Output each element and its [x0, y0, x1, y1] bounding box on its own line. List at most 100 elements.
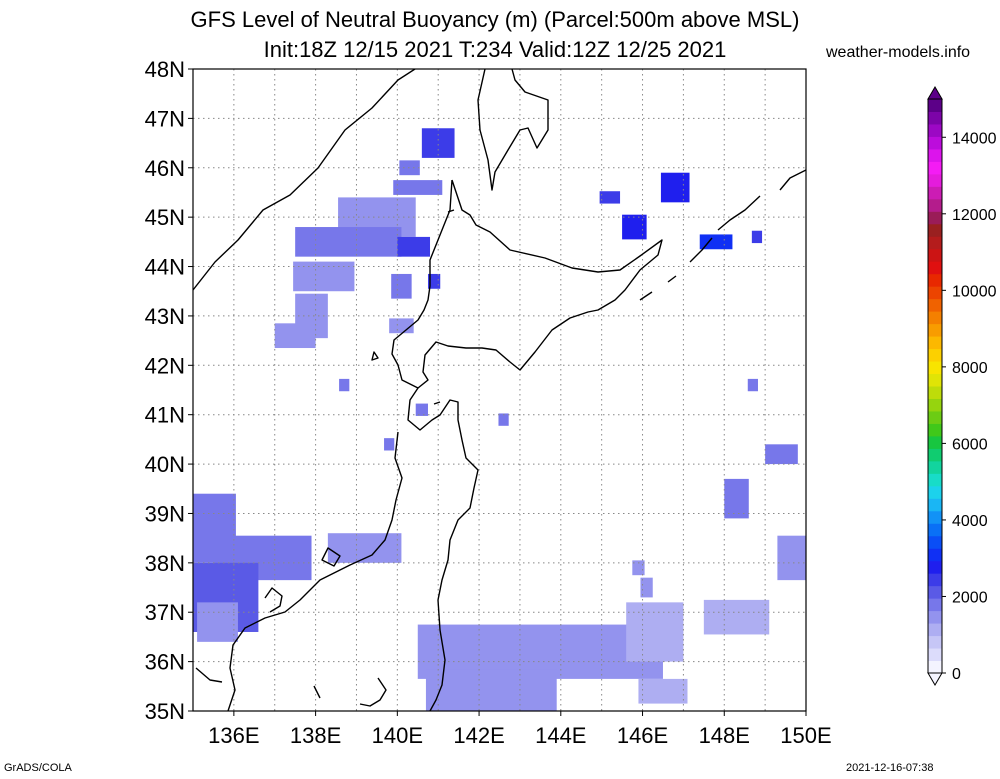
coast-noto	[264, 587, 283, 613]
field-cell	[632, 560, 645, 576]
lon-label: 144E	[535, 723, 586, 748]
lat-label: 41N	[145, 403, 185, 428]
buoyancy-field	[193, 128, 806, 711]
colorbar-swatch	[928, 223, 942, 237]
map-frame	[192, 68, 807, 712]
colorbar-swatch	[928, 99, 942, 112]
field-cell	[765, 444, 798, 465]
colorbar-swatch	[928, 298, 942, 312]
colorbar-swatch	[928, 585, 942, 599]
lat-label: 44N	[145, 255, 185, 280]
lon-label: 146E	[617, 723, 668, 748]
field-cell	[399, 160, 420, 176]
colorbar-swatch	[928, 610, 942, 624]
lon-label: 138E	[290, 723, 341, 748]
coast-honshu-west	[227, 431, 403, 711]
field-cell	[724, 478, 749, 519]
colorbar-max-arrow	[927, 86, 943, 100]
colorbar-swatch	[928, 423, 942, 437]
lat-label: 46N	[145, 156, 185, 181]
field-cell	[626, 602, 684, 662]
lon-label: 148E	[699, 723, 750, 748]
field-cell	[751, 230, 763, 244]
colorbar-label: 8000	[952, 360, 988, 377]
lat-label: 35N	[145, 699, 185, 724]
field-cell	[425, 669, 557, 711]
field-cell	[393, 180, 443, 195]
colorbar-label: 2000	[952, 589, 988, 606]
lat-label: 47N	[145, 106, 185, 131]
colorbar-swatch	[928, 273, 942, 287]
lat-label: 39N	[145, 501, 185, 526]
lat-label: 48N	[145, 57, 185, 82]
field-cell	[777, 535, 806, 581]
colorbar: 0 2000 4000 6000 8000 10000 12000 14000	[927, 86, 997, 686]
field-cell	[339, 378, 350, 392]
colorbar-swatch	[928, 123, 942, 137]
colorbar-swatch	[928, 173, 942, 187]
colorbar-swatch	[928, 460, 942, 474]
colorbar-swatch	[928, 510, 942, 524]
field-cell	[660, 172, 690, 203]
colorbar-swatch	[928, 211, 942, 225]
colorbar-swatch	[928, 386, 942, 399]
lat-label: 36N	[145, 650, 185, 675]
colorbar-swatch	[928, 473, 942, 487]
field-cell	[622, 214, 647, 240]
coast-kuril-islands	[639, 169, 806, 301]
colorbar-swatch	[928, 560, 942, 574]
coast-hokkaido	[391, 179, 663, 389]
colorbar-label: 12000	[952, 207, 997, 224]
software-credit: GrADS/COLA	[4, 762, 72, 774]
field-cell	[638, 678, 688, 704]
field-cell	[703, 599, 770, 635]
colorbar-frame	[927, 98, 943, 674]
field-cell	[391, 273, 412, 299]
colorbar-label: 14000	[952, 130, 997, 147]
colorbar-swatch	[928, 286, 942, 300]
graticule-grid	[193, 69, 806, 711]
field-cell	[415, 403, 428, 416]
axis-labels: 35N 36N 37N 38N 39N 40N 41N 42N 43N 44N 45N 46N 47N 4…	[145, 57, 832, 748]
colorbar-swatch	[928, 548, 942, 562]
colorbar-swatch	[928, 660, 942, 674]
colorbar-label: 10000	[952, 283, 997, 300]
field-cell	[397, 236, 431, 257]
coast-asia-mainland	[193, 69, 416, 291]
colorbar-swatch	[928, 136, 942, 150]
colorbar-swatch	[928, 535, 942, 549]
colorbar-swatch	[928, 498, 942, 512]
field-cell	[498, 413, 509, 426]
colorbar-swatch	[928, 410, 942, 424]
colorbar-swatch	[928, 623, 942, 637]
lon-label: 150E	[780, 723, 831, 748]
colorbar-swatch	[928, 598, 942, 612]
colorbar-swatch	[928, 448, 942, 462]
coast-honshu-north	[407, 387, 479, 711]
field-cell	[274, 323, 316, 349]
colorbar-swatch	[928, 573, 942, 587]
field-cell	[640, 577, 653, 598]
colorbar-swatch	[928, 348, 942, 362]
lat-label: 37N	[145, 600, 185, 625]
field-cell	[699, 234, 733, 250]
coastlines	[193, 69, 806, 711]
lat-label: 40N	[145, 452, 185, 477]
colorbar-swatch	[928, 648, 942, 662]
colorbar-swatch	[928, 236, 942, 250]
colorbar-swatch	[928, 485, 942, 499]
colorbar-swatch	[928, 523, 942, 537]
colorbar-swatch	[928, 148, 942, 162]
colorbar-swatch	[928, 248, 942, 262]
map-subtitle: Init:18Z 12/15 2021 T:234 Valid:12Z 12/2…	[263, 37, 727, 62]
field-cell	[295, 227, 402, 257]
coast-izu	[313, 685, 321, 699]
colorbar-swatch	[928, 435, 942, 449]
lat-label: 42N	[145, 353, 185, 378]
field-cell	[747, 378, 758, 392]
coast-boso	[359, 677, 387, 707]
colorbar-swatch	[928, 398, 942, 412]
lon-label: 136E	[208, 723, 259, 748]
lon-label: 142E	[453, 723, 504, 748]
